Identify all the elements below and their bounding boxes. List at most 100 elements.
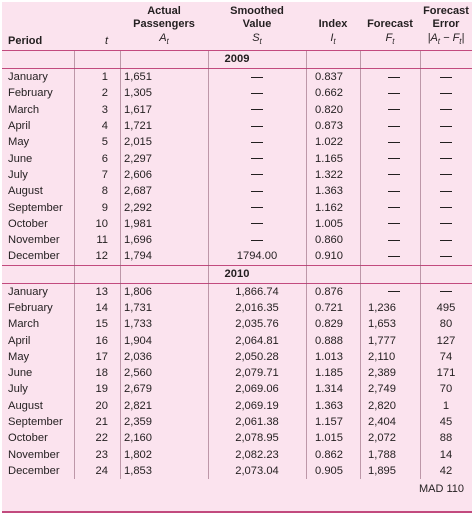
index-cell: 0.721	[315, 302, 343, 314]
period-cell: April	[8, 120, 31, 133]
t-cell: 5	[101, 136, 108, 149]
smoothed-cell	[208, 232, 306, 248]
not-applicable-dash	[388, 190, 400, 192]
index-cell: 1.013	[315, 350, 343, 363]
table-row: April 16 1,904 2,064.81 0.888 1,777 127	[2, 332, 472, 348]
actual-cell: 2,679	[124, 383, 152, 396]
actual-cell: 2,606	[124, 168, 152, 181]
table-row: November 11 1,696 0.860	[2, 232, 472, 248]
actual-cell: 1,617	[124, 103, 152, 116]
table-row: July 19 2,679 2,069.06 1.314 2,749 70	[2, 381, 472, 397]
not-applicable-dash	[440, 109, 452, 111]
actual-cell: 1,806	[120, 282, 208, 300]
forecast-cell	[360, 232, 420, 248]
error-cell: 88	[439, 432, 453, 445]
t-cell: 16	[95, 334, 108, 347]
error-cell	[420, 216, 472, 232]
error-cell	[420, 118, 472, 134]
not-applicable-dash	[440, 92, 452, 94]
actual-cell: 1,721	[124, 120, 152, 133]
smoothed-cell: 2,064.81	[235, 334, 279, 347]
column-rule	[306, 50, 307, 480]
error-cell	[420, 167, 472, 183]
actual-cell: 1,794	[124, 250, 152, 263]
not-applicable-dash	[440, 174, 452, 176]
actual-cell: 1,731	[124, 302, 152, 314]
smoothed-cell: 2,082.23	[235, 448, 279, 461]
actual-cell: 2,560	[124, 367, 152, 380]
header-period: Period	[8, 35, 43, 47]
table-row: December 12 1,794 1794.00 0.910	[2, 248, 472, 265]
not-applicable-dash	[388, 158, 400, 160]
period-cell: February	[8, 87, 53, 100]
forecast-cell	[360, 199, 420, 215]
not-applicable-dash	[440, 125, 452, 127]
not-applicable-dash	[440, 207, 452, 209]
period-cell: August	[8, 185, 43, 198]
smoothed-cell: 2,069.06	[235, 383, 279, 396]
error-cell: 70	[439, 383, 453, 396]
t-cell: 9	[101, 201, 108, 214]
forecast-cell	[360, 118, 420, 134]
t-cell: 18	[95, 367, 108, 380]
period-cell: July	[8, 383, 28, 396]
actual-cell: 2,687	[124, 185, 152, 198]
actual-cell: 2,036	[124, 350, 152, 363]
forecast-cell	[360, 134, 420, 150]
index-cell: 0.876	[306, 282, 360, 300]
smoothed-cell: 2,035.76	[235, 318, 279, 331]
forecast-cell	[360, 248, 420, 265]
index-cell: 0.910	[315, 250, 343, 263]
index-cell: 0.888	[315, 334, 343, 347]
actual-cell: 2,292	[124, 201, 152, 214]
smoothed-cell	[208, 68, 306, 86]
forecast-cell	[360, 216, 420, 232]
table-row: November 23 1,802 2,082.23 0.862 1,788 14	[2, 447, 472, 463]
smoothed-cell	[208, 102, 306, 118]
not-applicable-dash	[251, 109, 263, 111]
not-applicable-dash	[388, 174, 400, 176]
index-cell: 1.162	[315, 201, 343, 214]
table-row: September 21 2,359 2,061.38 1.157 2,404 45	[2, 414, 472, 430]
forecast-cell	[360, 85, 420, 101]
forecast-cell: 2,820	[368, 399, 396, 412]
error-cell	[420, 102, 472, 118]
year-label-2010: 2010	[2, 264, 472, 284]
period-cell: March	[8, 318, 40, 331]
table-row: May 17 2,036 2,050.28 1.013 2,110 74	[2, 349, 472, 365]
t-cell: 24	[95, 464, 108, 477]
period-cell: February	[8, 302, 53, 314]
table-row: February 2 1,305 0.662	[2, 85, 472, 101]
not-applicable-dash	[388, 141, 400, 143]
smoothed-cell	[208, 183, 306, 199]
column-rule	[74, 50, 75, 480]
period-cell: November	[8, 448, 60, 461]
period-cell: September	[8, 201, 63, 214]
t-cell: 20	[95, 399, 108, 412]
smoothing-table: Actual Passengers Smoothed Value Index For…	[2, 2, 472, 499]
forecast-cell: 2,749	[368, 383, 396, 396]
data-table-panel: Actual Passengers Smoothed Value Index For…	[2, 2, 472, 513]
forecast-cell: 1,777	[368, 334, 396, 347]
period-cell: September	[8, 416, 63, 429]
smoothed-cell	[208, 150, 306, 166]
table-row: March 15 1,733 2,035.76 0.829 1,653 80	[2, 316, 472, 332]
table-row: September 9 2,292 1.162	[2, 199, 472, 215]
column-rule	[420, 50, 421, 480]
actual-cell: 1,733	[124, 318, 152, 331]
forecast-cell: 1,653	[368, 318, 396, 331]
not-applicable-dash	[388, 76, 400, 78]
not-applicable-dash	[251, 190, 263, 192]
period-cell: October	[8, 217, 48, 230]
index-cell: 1.157	[315, 416, 343, 429]
period-cell: January	[2, 68, 74, 86]
t-cell: 10	[95, 217, 108, 230]
t-cell: 13	[74, 282, 120, 300]
t-cell: 8	[101, 185, 108, 198]
smoothed-cell	[208, 85, 306, 101]
period-cell: June	[8, 367, 33, 380]
error-cell: 80	[439, 318, 453, 331]
smoothed-cell	[208, 167, 306, 183]
smoothed-cell: 2,050.28	[235, 350, 279, 363]
not-applicable-dash	[388, 239, 400, 241]
